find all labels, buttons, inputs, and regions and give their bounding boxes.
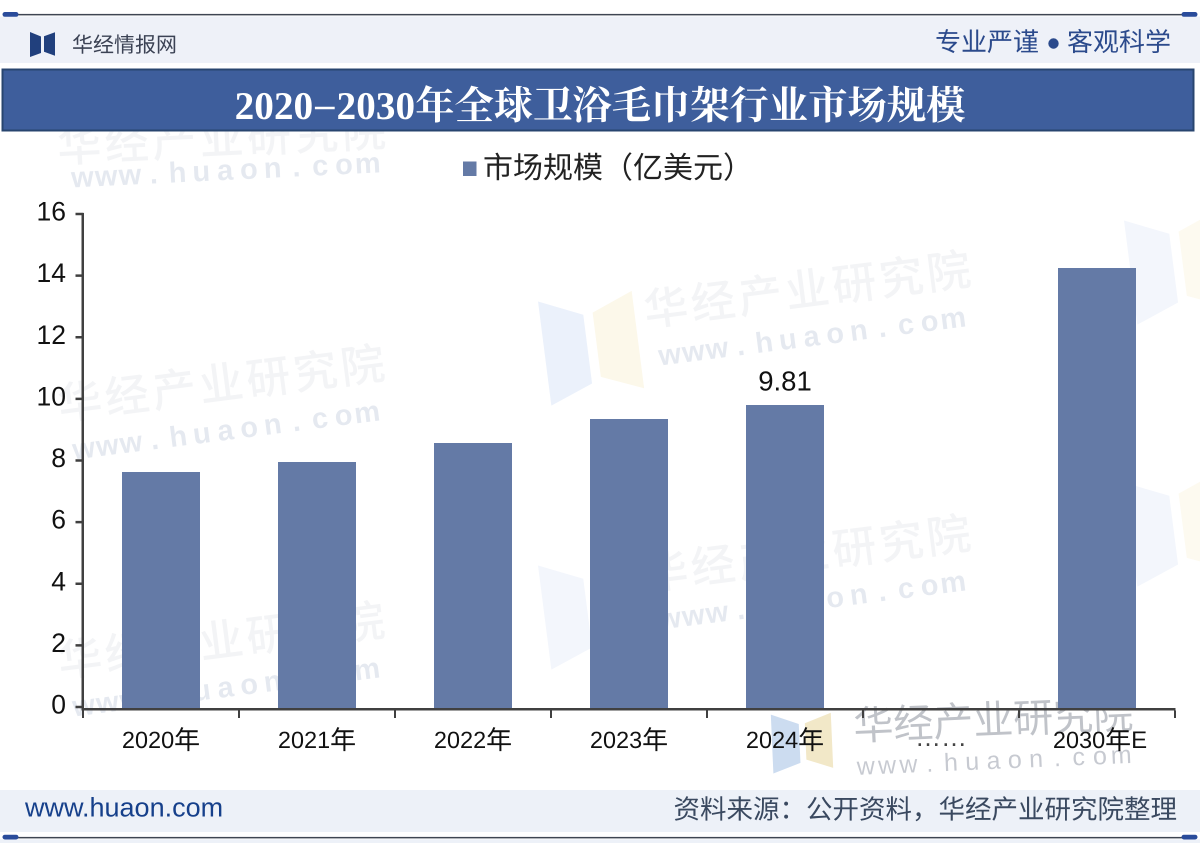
svg-text:6: 6 <box>51 505 66 535</box>
svg-text:……: …… <box>915 722 967 752</box>
svg-text:www.huaon.com: www.huaon.com <box>24 793 223 823</box>
svg-text:0: 0 <box>51 690 66 720</box>
svg-text:8: 8 <box>51 443 66 473</box>
svg-text:9.81: 9.81 <box>758 366 812 397</box>
svg-text:16: 16 <box>37 197 66 227</box>
svg-text:10: 10 <box>37 381 66 411</box>
svg-text:14: 14 <box>37 258 66 288</box>
svg-text:4: 4 <box>51 566 66 596</box>
svg-text:2: 2 <box>51 628 66 658</box>
svg-text:12: 12 <box>37 320 66 350</box>
